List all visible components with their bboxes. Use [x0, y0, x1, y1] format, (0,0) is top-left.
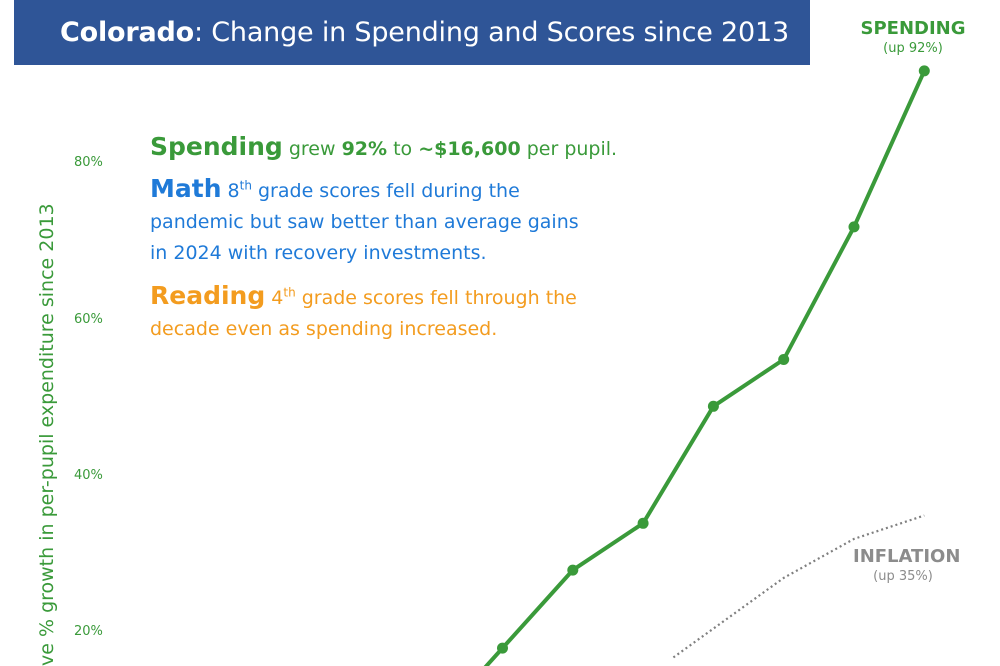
annotation-math-text: grade scores fell during the pandemic bu… — [150, 180, 579, 264]
inflation-end-label: INFLATION (up 35%) — [853, 546, 961, 584]
spending-data-point — [637, 517, 649, 529]
annotation-math-head: Math — [150, 174, 222, 203]
spending-end-label-sub: (up 92%) — [883, 41, 943, 56]
spending-data-point — [918, 65, 930, 77]
inflation-end-label-name: INFLATION — [853, 546, 961, 567]
y-tick-label: 20% — [74, 624, 103, 639]
inflation-series-line — [672, 514, 925, 659]
annotation-reading: Reading 4th grade scores fell through th… — [150, 280, 590, 345]
spending-series-line — [483, 70, 927, 666]
spending-data-point — [497, 642, 508, 654]
spending-end-label: SPENDING (up 92%) — [853, 18, 973, 56]
y-tick-label: 80% — [74, 155, 103, 170]
annotation-spending-amount: ~$16,600 — [418, 138, 521, 160]
annotation-spending: Spending grew 92% to ~$16,600 per pupil. — [150, 131, 617, 165]
y-tick-label: 40% — [74, 468, 103, 483]
title-state: Colorado — [60, 17, 194, 48]
title-rest: : Change in Spending and Scores since 20… — [193, 17, 789, 48]
annotation-reading-head: Reading — [150, 281, 266, 310]
inflation-end-label-sub: (up 35%) — [873, 569, 933, 584]
annotation-math: Math 8th grade scores fell during the pa… — [150, 173, 590, 269]
y-tick-label: 60% — [74, 312, 103, 327]
spending-data-point — [778, 354, 790, 365]
annotation-reading-sup: th — [283, 285, 296, 300]
spending-end-label-name: SPENDING — [860, 18, 966, 39]
annotation-spending-text: grew — [282, 138, 342, 160]
chart-title-banner: Colorado: Change in Spending and Scores … — [14, 0, 810, 65]
annotation-math-sup: th — [239, 178, 252, 193]
spending-data-point — [707, 400, 719, 412]
annotation-spending-text: per pupil. — [520, 138, 618, 160]
spending-data-point — [848, 221, 860, 233]
spending-data-point — [567, 564, 579, 576]
annotation-math-text: 8 — [221, 180, 240, 202]
annotation-spending-pct: 92% — [341, 138, 388, 160]
annotation-spending-head: Spending — [150, 132, 283, 161]
annotation-spending-text: to — [387, 138, 419, 160]
annotation-reading-text: 4 — [265, 287, 284, 309]
annotation-reading-text: grade scores fell through the decade eve… — [150, 287, 577, 340]
